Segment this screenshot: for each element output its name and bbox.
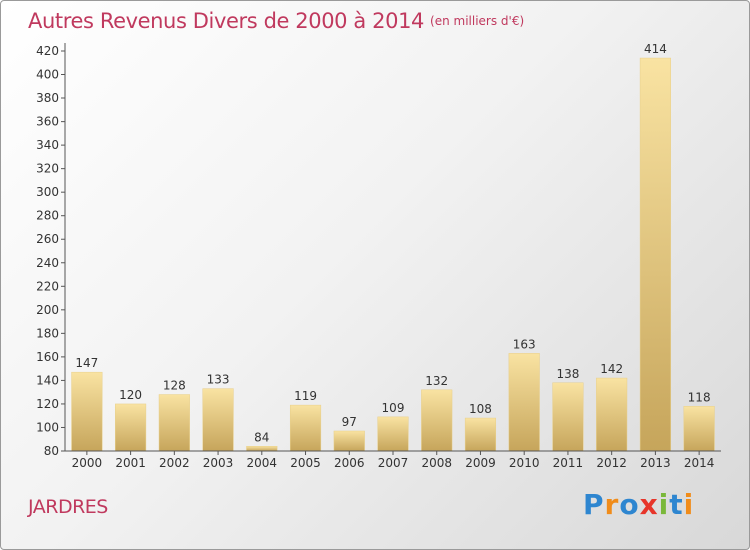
y-tick-label: 320 [36, 162, 59, 176]
x-tick-label: 2011 [553, 456, 584, 470]
y-tick-label: 420 [36, 44, 59, 58]
x-tick-label: 2000 [72, 456, 103, 470]
bar-value-label: 118 [688, 390, 711, 404]
bar [639, 57, 671, 452]
y-tick-label: 100 [36, 420, 59, 434]
bar-value-label: 133 [207, 373, 230, 387]
y-tick-label: 200 [36, 303, 59, 317]
proxiti-logo[interactable]: Proxiti [583, 488, 694, 521]
y-tick-label: 400 [36, 68, 59, 82]
y-tick-label: 260 [36, 232, 59, 246]
x-tick-label: 2009 [465, 456, 496, 470]
y-tick-label: 120 [36, 397, 59, 411]
x-tick-label: 2001 [115, 456, 146, 470]
bar-value-label: 108 [469, 402, 492, 416]
bar [246, 446, 278, 452]
bar [202, 388, 234, 452]
bar-value-label: 163 [513, 337, 536, 351]
bar-value-label: 138 [556, 367, 579, 381]
chart-title: Autres Revenus Divers de 2000 à 2014 (en … [28, 9, 524, 33]
bar [508, 353, 540, 452]
x-tick-label: 2013 [640, 456, 671, 470]
chart-title-text: Autres Revenus Divers de 2000 à 2014 [28, 9, 425, 33]
x-tick-label: 2006 [334, 456, 365, 470]
chart-unit-note: (en milliers d'€) [430, 14, 525, 28]
commune-name: JARDRES [28, 496, 108, 518]
bar [289, 404, 322, 452]
bar-value-label: 142 [600, 362, 623, 376]
logo-letter: i [658, 488, 670, 521]
y-tick-label: 340 [36, 138, 59, 152]
logo-letter: x [639, 488, 659, 521]
y-tick-label: 180 [36, 326, 59, 340]
y-tick-label: 300 [36, 185, 59, 199]
bar [158, 394, 190, 452]
bar [552, 382, 584, 452]
y-tick-label: 80 [44, 444, 59, 458]
y-tick-label: 380 [36, 91, 59, 105]
x-tick-label: 2005 [290, 456, 321, 470]
logo-letter: t [669, 488, 684, 521]
logo-letter: o [619, 488, 640, 521]
bar [683, 406, 715, 452]
bar-value-label: 147 [75, 356, 98, 370]
y-tick-label: 360 [36, 115, 59, 129]
bar-value-label: 84 [254, 430, 269, 444]
bar [71, 371, 103, 452]
bar [377, 416, 409, 452]
bar-value-label: 128 [163, 379, 186, 393]
x-tick-label: 2010 [509, 456, 540, 470]
y-tick-label: 280 [36, 209, 59, 223]
bar [421, 389, 453, 452]
bar [333, 430, 365, 452]
y-axis-ticks: 80 100 120 140 160 180 200 220 240 260 280 300 320 34… [36, 44, 65, 458]
x-axis-ticks: 2000 2001 2002 2003 2004 2005 2006 2007 2008 2009… [72, 451, 715, 470]
bar [464, 417, 497, 452]
y-tick-label: 140 [36, 373, 59, 387]
bar-series: 147 120 128 133 84 119 97 109 132 108 163 138 142 414… [71, 42, 715, 452]
x-tick-label: 2008 [421, 456, 452, 470]
x-tick-label: 2007 [378, 456, 409, 470]
logo-letter: i [683, 488, 695, 521]
y-tick-label: 160 [36, 350, 59, 364]
bar-value-label: 120 [119, 388, 142, 402]
bar-value-label: 414 [644, 42, 667, 56]
x-tick-label: 2003 [203, 456, 234, 470]
x-tick-label: 2012 [596, 456, 627, 470]
bar-value-label: 119 [294, 389, 317, 403]
x-tick-label: 2014 [684, 456, 715, 470]
bar-value-label: 97 [342, 415, 357, 429]
logo-letter: P [583, 488, 605, 521]
x-tick-label: 2002 [159, 456, 190, 470]
bar-value-label: 132 [425, 374, 448, 388]
logo-letter: r [604, 488, 620, 521]
bar [596, 377, 628, 452]
bar-value-label: 109 [382, 401, 405, 415]
bar [115, 403, 147, 452]
y-tick-label: 240 [36, 256, 59, 270]
y-tick-label: 220 [36, 279, 59, 293]
x-tick-label: 2004 [247, 456, 278, 470]
